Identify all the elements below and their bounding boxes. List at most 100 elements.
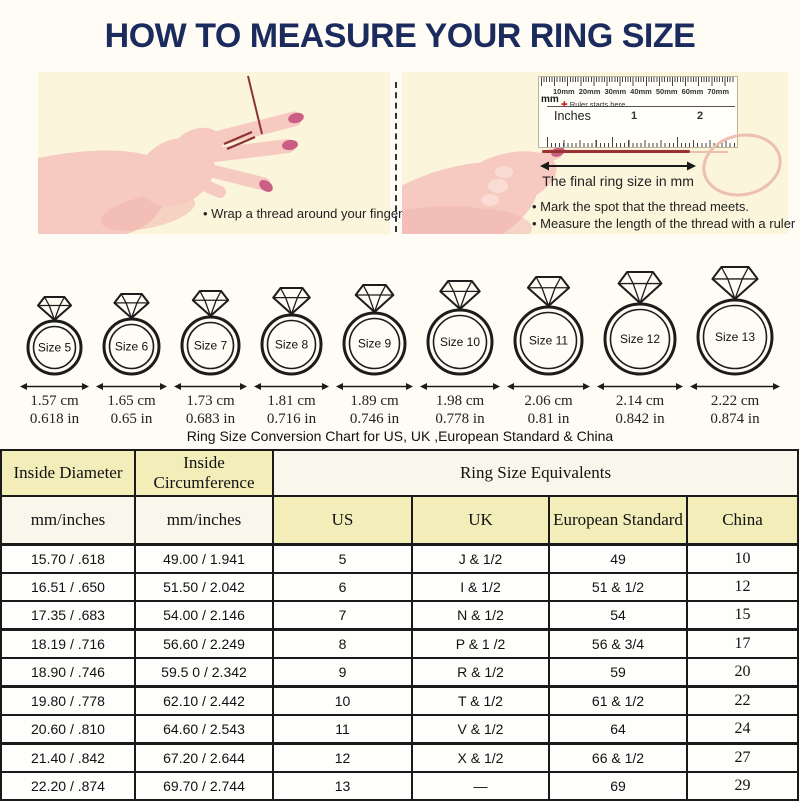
inch-number: 1 xyxy=(631,110,638,122)
conversion-cell: 6 xyxy=(272,571,413,602)
conversion-cell: 64.60 / 2.543 xyxy=(134,713,274,745)
mm-label: 60mm xyxy=(681,87,704,96)
conversion-cell: 5 xyxy=(272,543,413,574)
conversion-cell: 61 & 1/2 xyxy=(548,685,688,716)
conversion-row: 21.40 / .842 67.20 / 2.644 12 X & 1/2 66 & 1… xyxy=(0,742,800,773)
conversion-row: 17.35 / .683 54.00 / 2.146 7 N & 1/2 54 15 xyxy=(0,599,800,631)
ring-size-figure: Size 10 1.98 cm 0.778 in xyxy=(420,280,500,428)
ring-size-figure: Size 5 1.57 cm 0.618 in xyxy=(20,296,89,428)
conversion-cell: — xyxy=(411,770,550,801)
hand-with-thread-illustration xyxy=(38,75,304,234)
conversion-cell: 19.80 / .778 xyxy=(0,685,136,716)
conversion-row: 19.80 / .778 62.10 / 2.442 10 T & 1/2 61 & 1… xyxy=(0,685,800,716)
header-row-1: Inside Diameter Inside Circumference Rin… xyxy=(0,449,800,497)
diamond-ring-icon: Size 7 xyxy=(180,290,241,376)
ring-size-figure: Size 12 2.14 cm 0.842 in xyxy=(597,271,683,428)
mm-label: 40mm xyxy=(630,87,652,96)
bullet-measure-thread: • Measure the length of the thread with … xyxy=(532,216,796,231)
diamond-ring-icon: Size 6 xyxy=(102,293,161,376)
ring-cm-label: 1.73 cm xyxy=(186,393,235,409)
mm-unit-label: mm xyxy=(541,94,559,105)
inch-number: 2 xyxy=(697,110,704,122)
width-arrow-icon xyxy=(690,383,780,390)
ring-in-label: 0.65 in xyxy=(110,411,153,427)
conversion-cell: 12 xyxy=(685,571,800,602)
ring-size-figure: Size 11 2.06 cm 0.81 in xyxy=(507,276,590,428)
conversion-cell: 54 xyxy=(548,599,688,631)
conversion-row: 20.60 / .810 64.60 / 2.543 11 V & 1/2 64 24 xyxy=(0,713,800,745)
ruler-graphic: 10mm 20mm 30mm 40mm 50mm 60mm 70mm mm ✚ … xyxy=(538,76,738,148)
conversion-cell: 13 xyxy=(272,770,413,801)
ring-in-label: 0.716 in xyxy=(266,411,317,427)
conversion-cell: 56 & 3/4 xyxy=(548,628,688,659)
title-bar: HOW TO MEASURE YOUR RING SIZE xyxy=(0,0,800,64)
conversion-cell: 27 xyxy=(685,742,800,773)
conversion-cell: 18.90 / .746 xyxy=(0,656,136,688)
conversion-cell: X & 1/2 xyxy=(411,742,550,773)
ruler-inch-ticks-minor xyxy=(547,143,735,147)
ring-cm-label: 1.81 cm xyxy=(267,393,316,409)
ring-in-label: 0.683 in xyxy=(185,411,236,427)
ring-cm-label: 2.14 cm xyxy=(615,393,665,409)
conversion-cell: V & 1/2 xyxy=(411,713,550,745)
width-arrow-icon xyxy=(174,383,247,390)
width-arrow-icon xyxy=(20,383,89,390)
measured-thread xyxy=(542,150,690,153)
ring-size-figure: Size 13 2.22 cm 0.874 in xyxy=(690,266,780,428)
diamond-ring-icon: Size 5 xyxy=(26,296,83,376)
thread-tail xyxy=(688,151,728,153)
col-china: China xyxy=(685,495,800,546)
mm-label: 70mm xyxy=(707,87,729,96)
wrap-thread-caption: • Wrap a thread around your finger xyxy=(203,206,403,221)
ring-in-label: 0.874 in xyxy=(710,411,760,427)
ring-size-conversion-table: Inside Diameter Inside Circumference Rin… xyxy=(0,449,800,801)
diamond-ring-icon: Size 8 xyxy=(260,287,323,376)
width-arrow-icon xyxy=(336,383,413,390)
conversion-cell: 56.60 / 2.249 xyxy=(134,628,274,659)
ring-size-figure: Size 6 1.65 cm 0.65 in xyxy=(96,293,167,428)
col-european-standard: European Standard xyxy=(548,495,688,546)
conversion-cell: J & 1/2 xyxy=(411,543,550,574)
mm-label: 50mm xyxy=(655,87,678,96)
ruler-mm-labels: 10mm 20mm 30mm 40mm 50mm 60mm 70mm xyxy=(553,87,729,96)
ring-size-label: Size 5 xyxy=(38,341,72,355)
col-ring-size-equivalents: Ring Size Equivalents xyxy=(271,449,800,497)
conversion-cell: 18.19 / .716 xyxy=(0,628,136,659)
measure-ruler-panel: 10mm 20mm 30mm 40mm 50mm 60mm 70mm mm ✚ … xyxy=(402,72,795,234)
ring-size-label: Size 7 xyxy=(194,339,228,353)
conversion-cell: 9 xyxy=(272,656,413,688)
mm-label: 20mm xyxy=(578,87,601,96)
conversion-cell: 21.40 / .842 xyxy=(0,742,136,773)
conversion-cell: 49.00 / 1.941 xyxy=(134,543,274,574)
conversion-cell: R & 1/2 xyxy=(411,656,550,688)
conversion-chart-caption: Ring Size Conversion Chart for US, UK ,E… xyxy=(186,428,614,444)
ruler-mm-ticks-minor xyxy=(541,77,735,82)
conversion-cell: 67.20 / 2.644 xyxy=(134,742,274,773)
conversion-chart: Inside Diameter Inside Circumference Rin… xyxy=(0,449,800,801)
ring-size-figure: Size 8 1.81 cm 0.716 in xyxy=(254,287,329,428)
ruler-baseline xyxy=(547,106,735,107)
diamond-ring-icon: Size 9 xyxy=(342,284,407,376)
conversion-cell: 17 xyxy=(685,628,800,659)
col-inside-circumference: Inside Circumference xyxy=(134,449,274,497)
conversion-cell: 49 xyxy=(548,543,688,574)
ring-sizes-row: Size 5 1.57 cm 0.618 in Size 6 1.65 cm 0.65 i… xyxy=(0,258,800,428)
conversion-cell: 51 & 1/2 xyxy=(548,571,688,602)
ring-size-label: Size 13 xyxy=(715,330,755,344)
ring-in-label: 0.842 in xyxy=(615,411,665,427)
conversion-cell: 10 xyxy=(685,543,800,574)
dashed-divider xyxy=(395,82,397,232)
conversion-cell: 10 xyxy=(272,685,413,716)
conversion-row: 18.19 / .716 56.60 / 2.249 8 P & 1 /2 56 & 3… xyxy=(0,628,800,659)
diamond-ring-icon: Size 11 xyxy=(513,276,584,376)
header-row-2: mm/inches mm/inches US UK European Stand… xyxy=(0,495,800,546)
ring-in-label: 0.81 in xyxy=(527,411,570,427)
diamond-ring-icon: Size 13 xyxy=(696,266,774,376)
conversion-row: 16.51 / .650 51.50 / 2.042 6 I & 1/2 51 & 1/… xyxy=(0,571,800,602)
conversion-cell: 20 xyxy=(685,656,800,688)
col-us: US xyxy=(272,495,413,546)
ring-in-label: 0.778 in xyxy=(435,411,485,427)
conversion-cell: 15.70 / .618 xyxy=(0,543,136,574)
conversion-cell: 11 xyxy=(272,713,413,745)
ruler-start-marker-icon: ✚ xyxy=(561,99,568,109)
